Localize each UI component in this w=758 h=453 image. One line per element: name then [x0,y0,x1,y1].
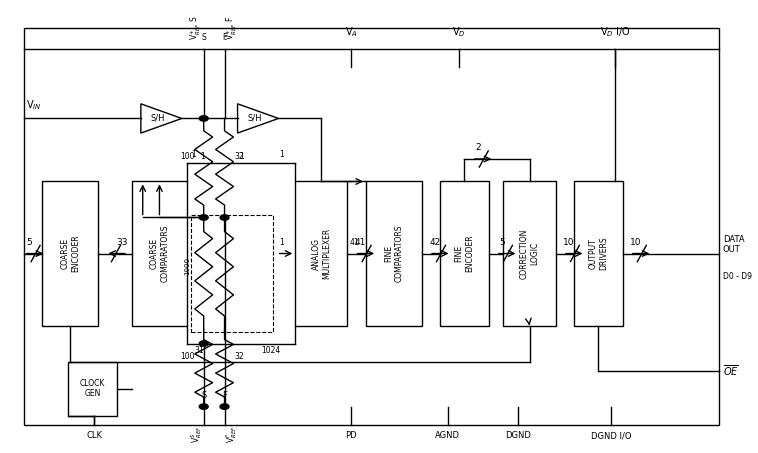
Text: FINE
ENCODER: FINE ENCODER [455,235,475,272]
Text: 41: 41 [350,237,359,246]
Text: 33: 33 [116,237,127,246]
Text: ANALOG
MULTIPLEXER: ANALOG MULTIPLEXER [312,228,331,279]
Bar [366,182,421,326]
Text: 1: 1 [279,149,284,159]
Text: AGND: AGND [435,431,460,440]
Text: V$_{REF}^{F}$: V$_{REF}^{F}$ [224,425,240,443]
Text: CLOCK
GEN: CLOCK GEN [80,379,105,398]
Text: DATA
OUT: DATA OUT [723,235,744,254]
Bar [42,182,98,326]
Bar [440,182,489,326]
Text: 1000: 1000 [184,257,190,275]
Text: FINE
COMPARATORS: FINE COMPARATORS [384,225,403,282]
Text: S/H: S/H [247,114,262,123]
Text: 1024: 1024 [261,346,280,355]
Text: 10: 10 [630,237,641,246]
Text: V$_{REF}^{+}$ S: V$_{REF}^{+}$ S [190,15,203,40]
Text: V$_{REF}^{+}$ F: V$_{REF}^{+}$ F [225,15,239,40]
Circle shape [199,116,208,121]
Text: S: S [202,33,206,42]
Text: 10: 10 [563,237,575,246]
Text: COARSE
COMPARATORS: COARSE COMPARATORS [150,225,169,282]
Text: S: S [201,390,206,400]
Circle shape [199,404,208,410]
Bar [68,361,117,415]
Text: DGND I/O: DGND I/O [591,431,631,440]
Text: 41: 41 [355,237,366,246]
Bar [23,29,719,424]
Text: 5: 5 [499,237,505,246]
Text: DGND: DGND [506,431,531,440]
Text: F: F [222,390,227,400]
Text: OUTPUT
DRIVERS: OUTPUT DRIVERS [589,237,608,270]
Text: S/H: S/H [150,114,164,123]
Text: 2: 2 [475,143,481,152]
Bar [503,182,556,326]
Text: 31: 31 [195,346,205,355]
Text: 5: 5 [27,237,33,246]
Text: 100: 100 [180,152,195,161]
Text: 100: 100 [180,352,195,361]
Text: CLK: CLK [86,431,102,440]
Text: F: F [222,33,227,42]
Text: CORRECTION
LOGIC: CORRECTION LOGIC [520,228,539,279]
Circle shape [199,215,208,220]
Circle shape [220,215,229,220]
Circle shape [199,341,208,346]
Text: 32: 32 [235,152,244,161]
Circle shape [220,404,229,410]
Text: D0 - D9: D0 - D9 [723,271,752,280]
Text: V$_{REF}^{S}$: V$_{REF}^{S}$ [189,425,204,443]
Bar [132,182,187,326]
Text: V$_{D}$: V$_{D}$ [452,25,465,39]
Text: 32: 32 [235,352,244,361]
Bar [295,182,347,326]
Text: COARSE
ENCODER: COARSE ENCODER [61,235,80,272]
Text: V$_{A}$: V$_{A}$ [345,25,358,39]
Text: 1: 1 [200,152,205,161]
Text: $\overline{OE}$: $\overline{OE}$ [723,363,739,378]
Text: PD: PD [345,431,357,440]
Bar [574,182,622,326]
Text: 42: 42 [430,237,440,246]
Text: 1: 1 [191,149,196,159]
Text: V$_{D}$ I/O: V$_{D}$ I/O [600,25,631,39]
Text: 1: 1 [239,152,243,161]
Text: V$_{IN}$: V$_{IN}$ [26,98,42,112]
Text: 1: 1 [279,237,284,246]
Bar [191,215,273,333]
